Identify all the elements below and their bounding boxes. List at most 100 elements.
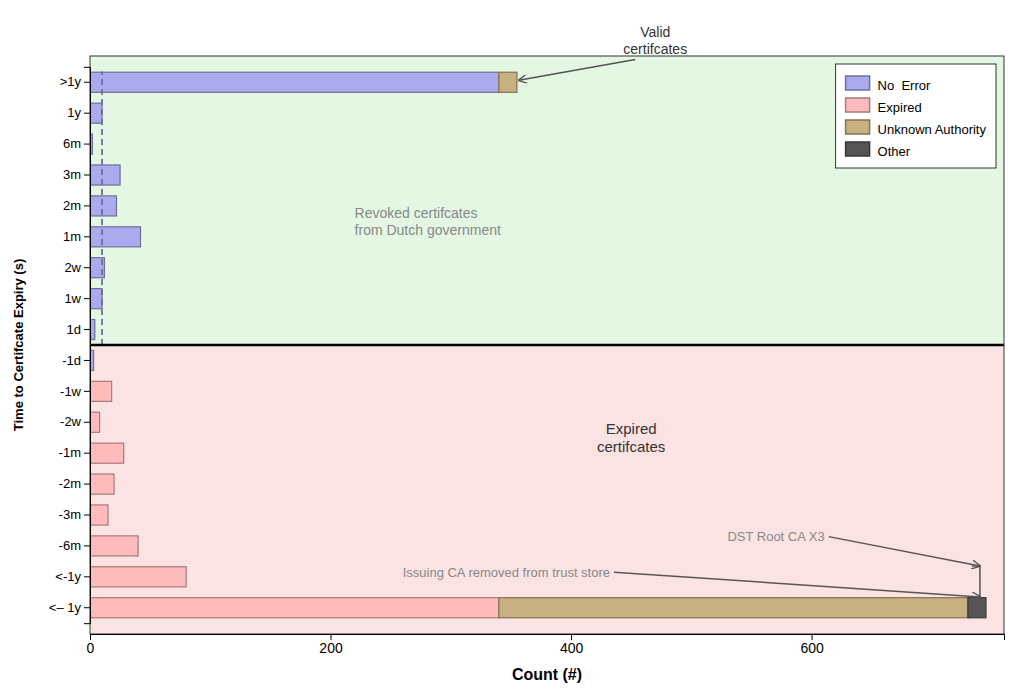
bar — [499, 72, 517, 92]
y-tick-mark — [84, 391, 90, 392]
legend-label: Unknown Authority — [878, 122, 987, 137]
bar — [90, 165, 120, 185]
annotation: Revoked certif​catesfrom Dutch governmen… — [355, 205, 501, 238]
bar — [90, 381, 112, 401]
y-tick-mark — [84, 82, 90, 83]
bar — [90, 412, 100, 432]
plot-root: 0 200 400 600 >1y 1y 6m 3m 2m 1m 2w 1w 1d -1d -1w -2w -1… — [49, 24, 1005, 656]
arrow-issuing — [614, 572, 980, 597]
y-tick: -1d — [62, 353, 90, 368]
x-tick: 400 — [560, 634, 584, 656]
legend-swatch — [846, 120, 870, 134]
x-tick: 0 — [87, 634, 95, 656]
y-tick-label: 2m — [63, 198, 81, 213]
annotations: Validcertif​cates Revoked certif​catesfro… — [355, 24, 980, 597]
y-tick: 6m — [63, 136, 90, 151]
y-tick-label: 3m — [63, 167, 81, 182]
backgrounds — [90, 56, 1004, 634]
y-tick-label: >1y — [60, 74, 82, 89]
y-tick-label: 1m — [63, 229, 81, 244]
y-tick: >1y — [60, 74, 90, 89]
x-tick-label: 200 — [319, 640, 343, 656]
x-axis-line — [91, 635, 1005, 641]
y-tick-mark — [84, 484, 90, 485]
x-axis-title: Count (#) — [512, 666, 582, 683]
y-tick-label: -2m — [59, 476, 81, 491]
y-tick-mark — [84, 576, 90, 577]
y-tick-mark — [84, 298, 90, 299]
y-tick: 1d — [67, 322, 90, 337]
y-tick-label: -1w — [60, 384, 82, 399]
y-tick-mark — [84, 267, 90, 268]
y-tick-mark — [84, 422, 90, 423]
y-tick-label: 1d — [67, 322, 81, 337]
y-tick-mark — [84, 205, 90, 206]
bar — [90, 536, 138, 556]
chart: 0 200 400 600 >1y 1y 6m 3m 2m 1m 2w 1w 1d -1d -1w -2w -1… — [0, 0, 1024, 694]
bar — [968, 598, 986, 618]
plot-frame — [90, 56, 1004, 634]
series-bars — [90, 381, 499, 617]
y-tick: 1y — [67, 105, 90, 120]
bar — [499, 598, 968, 618]
legend: No ErrorExpiredUnknown AuthorityOther — [836, 64, 996, 168]
y-tick-mark — [84, 236, 90, 237]
y-tick: -2w — [60, 414, 90, 429]
legend-box — [836, 64, 996, 168]
y-tick: 2m — [63, 198, 90, 213]
y-tick-mark — [84, 545, 90, 546]
x-tick: 200 — [319, 634, 343, 656]
x-tick-label: 0 — [87, 640, 95, 656]
arrow-dst — [829, 537, 980, 566]
legend-swatch — [846, 76, 870, 90]
y-tick-mark — [84, 360, 90, 361]
annotation: Validcertif​cates — [623, 24, 687, 57]
annotation: DST Root CA X3 — [727, 529, 824, 544]
y-tick-label: 1w — [64, 291, 81, 306]
y-tick-label: -3m — [59, 507, 81, 522]
chart-container: 0 200 400 600 >1y 1y 6m 3m 2m 1m 2w 1w 1d -1d -1w -2w -1… — [0, 0, 1024, 694]
divider — [90, 344, 1004, 347]
y-tick-label: 1y — [67, 105, 81, 120]
y-tick-mark — [84, 144, 90, 145]
y-tick-label: 2w — [64, 260, 81, 275]
bar — [90, 443, 124, 463]
series-bars — [968, 598, 986, 618]
annotation: Issuing CA removed from trust store — [403, 565, 610, 580]
y-tick: <-1y — [55, 569, 90, 584]
y-tick: 1w — [64, 291, 90, 306]
bar — [90, 567, 186, 587]
y-tick-mark — [84, 515, 90, 516]
legend-swatch — [846, 142, 870, 156]
y-tick-label: 6m — [63, 136, 81, 151]
legend-swatch — [846, 98, 870, 112]
y-tick-label: -6m — [59, 538, 81, 553]
bar — [90, 227, 141, 247]
y-tick-label: <– 1y — [49, 600, 82, 615]
y-tick: -1w — [60, 384, 90, 399]
legend-label: Expired — [878, 100, 922, 115]
y-tick: -3m — [59, 507, 90, 522]
y-tick: <– 1y — [49, 600, 90, 615]
bracket — [972, 566, 980, 597]
x-tick-label: 400 — [560, 640, 584, 656]
y-tick-label: -1d — [62, 353, 81, 368]
bar — [90, 103, 102, 123]
y-tick: -1m — [59, 445, 90, 460]
bar — [90, 505, 108, 525]
y-tick: -2m — [59, 476, 90, 491]
x-tick-label: 600 — [800, 640, 824, 656]
y-tick-label: -2w — [60, 414, 82, 429]
y-tick: 3m — [63, 167, 90, 182]
x-axis: 0 200 400 600 — [87, 634, 1005, 656]
legend-label: No Error — [878, 78, 931, 93]
x-tick: 600 — [800, 634, 824, 656]
y-tick-mark — [84, 113, 90, 114]
y-axis: >1y 1y 6m 3m 2m 1m 2w 1w 1d -1d -1w -2w -1m -2m -3m -6m… — [49, 67, 91, 623]
y-tick: -6m — [59, 538, 90, 553]
y-tick-label: -1m — [59, 445, 81, 460]
bar — [90, 196, 116, 216]
dashed-connector — [101, 71, 103, 345]
y-tick-mark — [84, 453, 90, 454]
bar — [90, 72, 499, 92]
